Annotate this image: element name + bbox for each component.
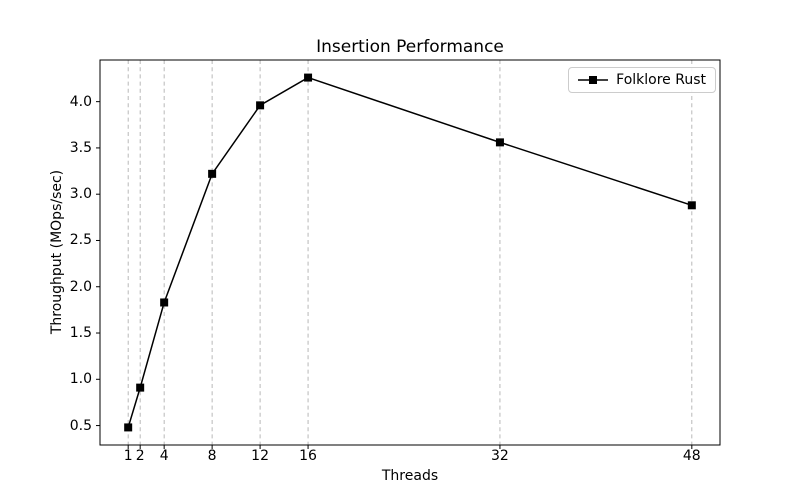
- data-point-marker: [495, 138, 504, 147]
- data-point-marker: [687, 201, 696, 210]
- legend-sample-marker: [589, 76, 598, 84]
- x-tick-label: 4: [159, 448, 169, 464]
- data-point-marker: [124, 423, 133, 432]
- y-tick-label: 3.5: [69, 139, 92, 156]
- x-tick-label: 32: [491, 448, 509, 464]
- y-tick-label: 1.5: [69, 325, 92, 342]
- y-tick-label: 1.0: [69, 371, 92, 388]
- x-tick-label: 12: [251, 448, 270, 464]
- data-point-marker: [256, 101, 265, 110]
- x-tick-label: 1: [123, 448, 133, 464]
- series-line: [127, 76, 693, 428]
- legend: Folklore Rust: [568, 67, 716, 93]
- legend-label: Folklore Rust: [616, 72, 706, 88]
- x-tick-label: 8: [207, 448, 217, 464]
- data-point-marker: [208, 169, 217, 178]
- data-point-marker: [160, 298, 169, 307]
- legend-line-marker-icon: [578, 76, 609, 84]
- data-point-marker: [304, 73, 313, 82]
- x-tick-label: 16: [299, 448, 317, 464]
- y-tick-label: 2.0: [69, 278, 92, 295]
- y-tick-label: 2.5: [69, 232, 92, 249]
- x-tick-label: 2: [135, 448, 145, 464]
- chart-title: Insertion Performance: [316, 37, 504, 57]
- y-tick-label: 3.0: [69, 186, 92, 203]
- y-tick-label: 0.5: [69, 417, 92, 434]
- axes-border: [99, 59, 721, 446]
- x-tick-label: 48: [682, 448, 701, 464]
- y-tick-label: 4.0: [69, 93, 92, 110]
- data-point-marker: [136, 383, 145, 392]
- x-axis-label: Threads: [381, 468, 439, 484]
- y-axis-label: Throughput (MOps/sec): [49, 169, 65, 335]
